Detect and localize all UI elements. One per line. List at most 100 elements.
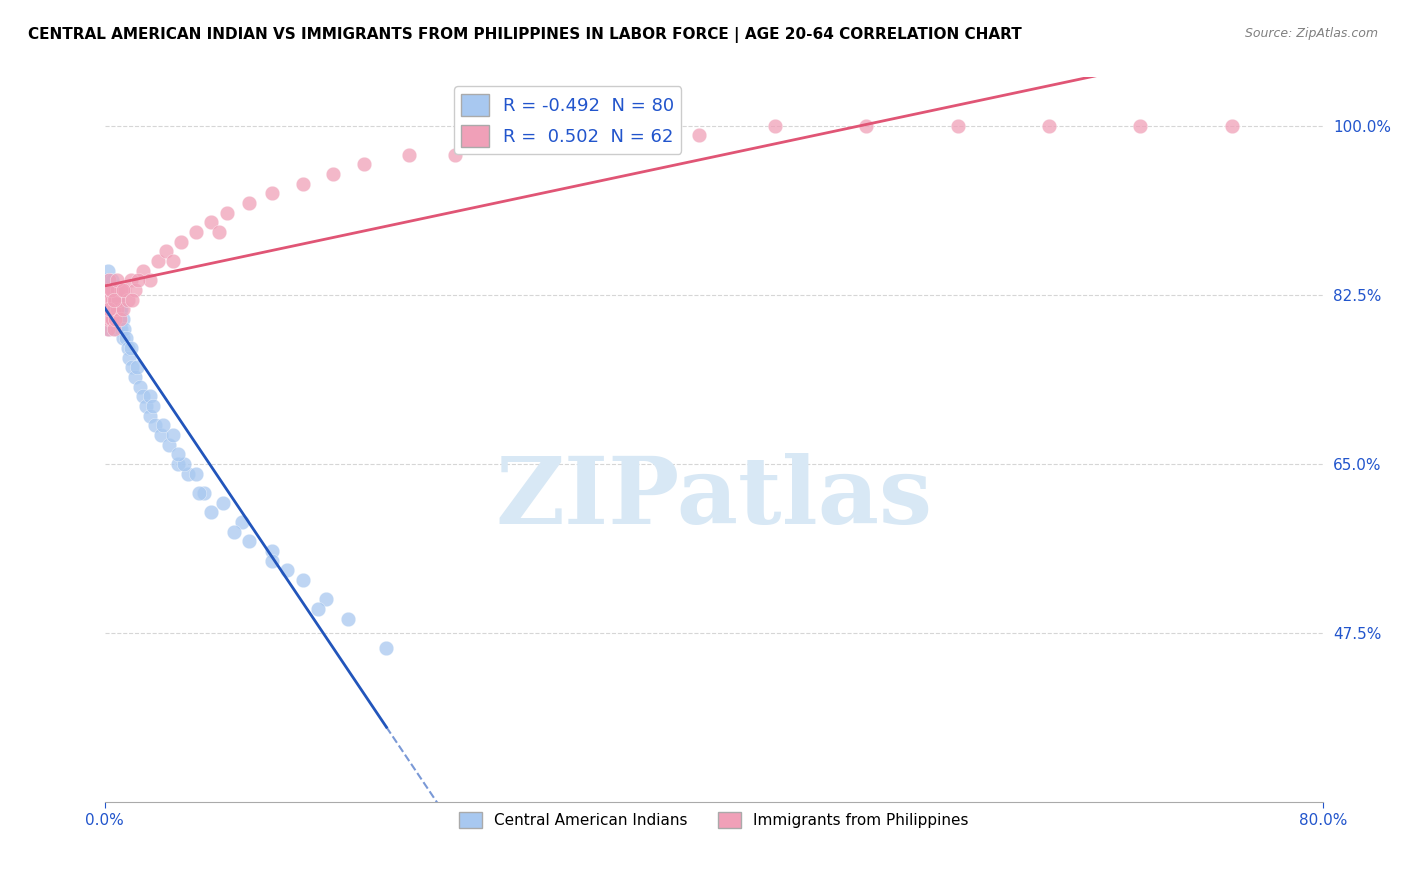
Point	[262, 186, 284, 201]
Point	[103, 302, 125, 317]
Point	[200, 505, 222, 519]
Point	[1220, 119, 1243, 133]
Point	[105, 293, 128, 307]
Point	[100, 283, 122, 297]
Point	[96, 293, 118, 307]
Point	[184, 467, 207, 481]
Point	[162, 254, 184, 268]
Point	[105, 312, 128, 326]
Point	[121, 360, 143, 375]
Point	[162, 428, 184, 442]
Point	[139, 409, 162, 423]
Point	[139, 389, 162, 403]
Point	[98, 273, 121, 287]
Point	[157, 438, 180, 452]
Point	[177, 467, 200, 481]
Point	[98, 312, 121, 326]
Point	[291, 177, 314, 191]
Point	[114, 283, 136, 297]
Point	[100, 283, 122, 297]
Point	[184, 225, 207, 239]
Point	[114, 322, 136, 336]
Point	[173, 457, 195, 471]
Point	[142, 399, 165, 413]
Point	[96, 273, 118, 287]
Point	[276, 563, 298, 577]
Point	[96, 312, 118, 326]
Point	[98, 293, 121, 307]
Point	[120, 341, 142, 355]
Point	[208, 225, 231, 239]
Text: CENTRAL AMERICAN INDIAN VS IMMIGRANTS FROM PHILIPPINES IN LABOR FORCE | AGE 20-6: CENTRAL AMERICAN INDIAN VS IMMIGRANTS FR…	[28, 27, 1022, 43]
Point	[107, 293, 129, 307]
Point	[108, 312, 131, 326]
Point	[105, 273, 128, 287]
Point	[125, 360, 148, 375]
Point	[135, 399, 157, 413]
Point	[107, 302, 129, 317]
Point	[103, 293, 125, 307]
Point	[128, 380, 150, 394]
Point	[262, 554, 284, 568]
Point	[97, 312, 120, 326]
Point	[98, 283, 121, 297]
Point	[188, 486, 211, 500]
Point	[763, 119, 786, 133]
Point	[97, 302, 120, 317]
Point	[111, 331, 134, 345]
Point	[97, 283, 120, 297]
Point	[107, 312, 129, 326]
Point	[120, 273, 142, 287]
Point	[98, 273, 121, 287]
Point	[262, 544, 284, 558]
Point	[104, 293, 127, 307]
Point	[108, 312, 131, 326]
Point	[110, 302, 132, 317]
Point	[315, 592, 337, 607]
Point	[212, 496, 235, 510]
Point	[98, 302, 121, 317]
Point	[146, 254, 169, 268]
Point	[111, 283, 134, 297]
Point	[101, 293, 124, 307]
Point	[110, 283, 132, 297]
Point	[307, 602, 329, 616]
Point	[353, 157, 375, 171]
Point	[108, 302, 131, 317]
Point	[489, 138, 512, 153]
Point	[103, 283, 125, 297]
Point	[104, 293, 127, 307]
Point	[101, 283, 124, 297]
Point	[100, 312, 122, 326]
Point	[152, 418, 174, 433]
Point	[98, 312, 121, 326]
Point	[118, 351, 141, 365]
Point	[322, 167, 344, 181]
Point	[155, 244, 177, 259]
Point	[375, 640, 398, 655]
Point	[117, 341, 139, 355]
Point	[291, 573, 314, 587]
Point	[166, 447, 188, 461]
Point	[98, 293, 121, 307]
Point	[100, 302, 122, 317]
Point	[97, 302, 120, 317]
Point	[132, 264, 155, 278]
Point	[398, 147, 420, 161]
Point	[97, 264, 120, 278]
Point	[166, 457, 188, 471]
Point	[238, 196, 260, 211]
Point	[1038, 119, 1060, 133]
Point	[101, 273, 124, 287]
Point	[97, 283, 120, 297]
Point	[101, 293, 124, 307]
Point	[100, 302, 122, 317]
Point	[104, 302, 127, 317]
Point	[103, 322, 125, 336]
Point	[238, 534, 260, 549]
Point	[124, 370, 146, 384]
Point	[124, 283, 146, 297]
Point	[96, 293, 118, 307]
Point	[127, 273, 149, 287]
Point	[215, 205, 238, 219]
